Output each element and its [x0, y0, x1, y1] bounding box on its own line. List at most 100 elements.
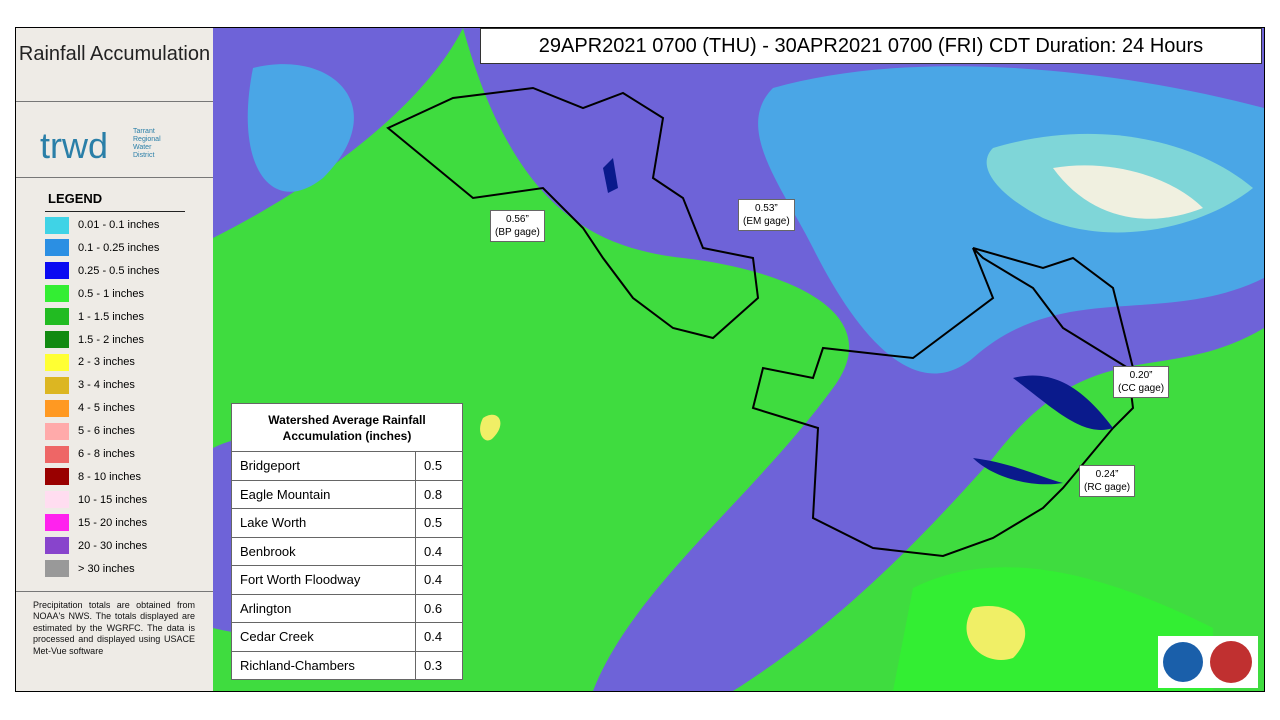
watershed-name: Cedar Creek: [231, 622, 416, 652]
legend-label: 0.1 - 0.25 inches: [78, 241, 160, 254]
legend-swatch: [45, 285, 69, 303]
table-row: Cedar Creek 0.4: [231, 622, 463, 652]
callout: 0.24” (RC gage): [1079, 465, 1136, 497]
logo-subtitle: Tarrant Regional Water District: [133, 128, 161, 160]
legend-swatch: [45, 445, 69, 463]
legend-item: 2 - 3 inches: [45, 353, 135, 371]
watershed-name: Fort Worth Floodway: [231, 565, 416, 595]
callout: 0.53” (EM gage): [738, 199, 795, 231]
divider: [16, 101, 213, 102]
legend-label: 3 - 4 inches: [78, 379, 135, 392]
callout-label: (BP gage): [495, 227, 540, 238]
watershed-name: Lake Worth: [231, 508, 416, 538]
legend-item: 0.1 - 0.25 inches: [45, 239, 159, 257]
legend-label: 0.5 - 1 inches: [78, 287, 145, 300]
legend-item: > 30 inches: [45, 560, 135, 578]
legend-label: 4 - 5 inches: [78, 402, 135, 415]
legend-swatch: [45, 468, 69, 486]
legend-item: 3 - 4 inches: [45, 376, 135, 394]
divider: [16, 177, 213, 178]
legend-label: 0.01 - 0.1 inches: [78, 219, 160, 231]
table-row: Richland-Chambers 0.3: [231, 650, 463, 680]
legend-label: 1.5 - 2 inches: [78, 333, 145, 346]
watershed-outlines: [386, 86, 1135, 558]
callout: 0.56” (BP gage): [490, 210, 545, 242]
legend-swatch: [45, 239, 69, 257]
watershed-value: 0.4: [415, 536, 463, 566]
rain-area: [893, 567, 1213, 691]
header: 29APR2021 0700 (THU) - 30APR2021 0700 (F…: [480, 28, 1262, 64]
watershed-value: 0.3: [415, 650, 463, 680]
legend-item: 0.25 - 0.5 inches: [45, 262, 159, 280]
legend-label: > 30 inches: [78, 562, 135, 575]
callout-value: 0.53”: [754, 203, 778, 214]
watershed-name: Eagle Mountain: [231, 479, 416, 509]
watershed-name: Bridgeport: [231, 451, 416, 481]
watershed-value: 0.8: [415, 479, 463, 509]
legend-item: 0.01 - 0.1 inches: [45, 216, 159, 234]
reservoirs: [603, 158, 1113, 485]
legend-rule: [45, 211, 185, 212]
callout: 0.20” (CC gage): [1113, 366, 1170, 398]
legend-swatch: [45, 216, 69, 234]
legend-label: 5 - 6 inches: [78, 425, 135, 438]
watershed-value: 0.5: [415, 508, 463, 538]
callout-label: (EM gage): [743, 216, 790, 227]
legend-swatch: [45, 537, 69, 555]
watershed-value: 0.4: [415, 565, 463, 595]
callout-value: 0.20”: [1129, 370, 1153, 381]
rain-area: [1053, 165, 1203, 219]
legend-swatch: [45, 308, 69, 326]
table-title: Watershed Average Rainfall Accumulation …: [231, 403, 463, 452]
callout-value: 0.24”: [1095, 469, 1119, 480]
legend-label: 0.25 - 0.5 inches: [78, 264, 160, 277]
legend-item: 8 - 10 inches: [45, 468, 141, 486]
frame: [15, 27, 1265, 692]
table-row: Eagle Mountain 0.8: [231, 479, 463, 509]
sidebar-title: Rainfall Accumulation: [18, 43, 211, 65]
rain-area: [966, 606, 1026, 660]
legend-label: 1 - 1.5 inches: [78, 310, 145, 323]
legend-swatch: [45, 262, 69, 280]
legend-item: 0.5 - 1 inches: [45, 285, 144, 303]
legend-item: 20 - 30 inches: [45, 537, 147, 555]
legend-label: 20 - 30 inches: [78, 539, 148, 552]
watershed-value: 0.6: [415, 593, 463, 623]
watershed-name: Arlington: [231, 593, 416, 623]
legend-swatch: [45, 331, 69, 348]
legend-item: 15 - 20 inches: [45, 514, 147, 532]
logo-subtitle-line: Regional: [133, 136, 161, 143]
legend-item: 10 - 15 inches: [45, 491, 147, 509]
legend-item: 4 - 5 inches: [45, 399, 135, 417]
watershed-value: 0.5: [415, 451, 463, 481]
legend-label: 6 - 8 inches: [78, 448, 135, 460]
legend-swatch: [45, 399, 69, 417]
agency-logos: [1158, 636, 1258, 688]
table-row: Benbrook 0.4: [231, 536, 463, 566]
callout-label: (CC gage): [1118, 383, 1165, 394]
legend-swatch: [45, 376, 69, 394]
legend-swatch: [45, 422, 69, 440]
legend-item: 5 - 6 inches: [45, 422, 135, 440]
rain-area: [247, 64, 354, 192]
rain-area: [480, 414, 501, 441]
table-row: Bridgeport 0.5: [231, 451, 463, 481]
watershed-value: 0.4: [415, 622, 463, 652]
legend-swatch: [45, 514, 69, 532]
table-row: Fort Worth Floodway 0.4: [231, 565, 463, 595]
callout-value: 0.56”: [506, 214, 529, 225]
legend-label: 15 - 20 inches: [78, 516, 148, 529]
logo-subtitle-line: District: [133, 152, 155, 159]
divider: [16, 591, 213, 592]
logo-name: trwd: [40, 125, 109, 166]
legend-swatch: [45, 491, 69, 509]
legend-item: 1.5 - 2 inches: [45, 331, 144, 349]
logo-subtitle-line: Water: [133, 144, 152, 151]
legend-title: LEGEND: [48, 191, 103, 206]
legend-label: 2 - 3 inches: [78, 356, 135, 369]
table-row: Arlington 0.6: [231, 593, 463, 623]
note: Precipitation totals are obtained from N…: [33, 600, 195, 656]
table-row: Lake Worth 0.5: [231, 508, 463, 538]
legend-item: 6 - 8 inches: [45, 445, 135, 463]
